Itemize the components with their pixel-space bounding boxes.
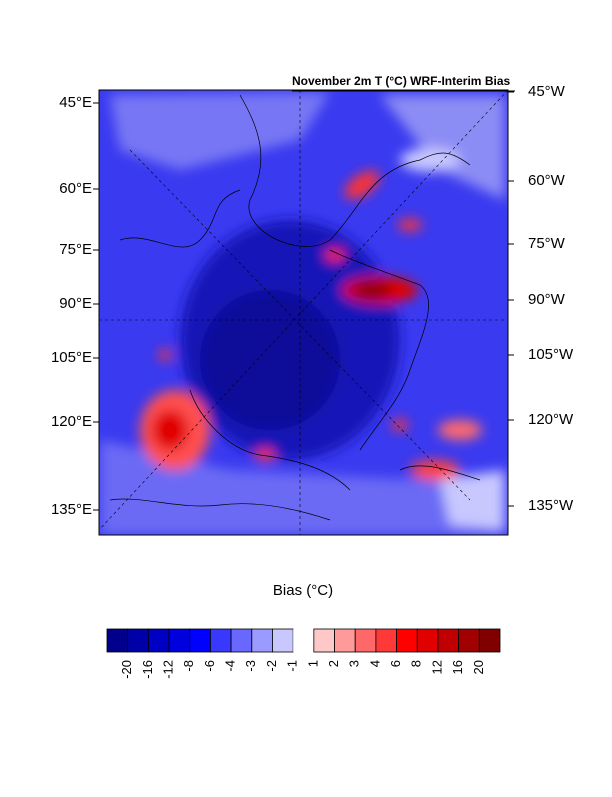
colorbar-box xyxy=(313,628,335,653)
colorbar-label: -1 xyxy=(285,660,300,672)
right-label: 45°W xyxy=(528,83,566,100)
colorbar-label: -3 xyxy=(243,660,258,672)
right-label: 75°W xyxy=(528,235,566,252)
left-label: 75°E xyxy=(59,241,92,258)
colorbar-label: -4 xyxy=(223,660,238,672)
left-label: 135°E xyxy=(51,501,92,518)
colorbar-label: -20 xyxy=(119,660,134,679)
colorbar-label: 1 xyxy=(305,660,320,667)
colorbar-box xyxy=(354,628,377,653)
right-label: 105°W xyxy=(528,346,574,363)
colorbar-box xyxy=(375,628,397,653)
colorbar-label: 16 xyxy=(450,660,465,674)
colorbar-box xyxy=(251,628,273,653)
left-label: 60°E xyxy=(59,180,92,197)
colorbar-box xyxy=(458,628,480,653)
colorbar-box xyxy=(272,628,294,653)
colorbar-box xyxy=(147,628,170,653)
right-label: 60°W xyxy=(528,172,566,189)
colorbar-box xyxy=(293,629,314,652)
colorbar-box xyxy=(210,628,232,653)
colorbar-label: -2 xyxy=(264,660,279,672)
left-label: 120°E xyxy=(51,413,92,430)
colorbar-label: -12 xyxy=(160,660,175,679)
colorbar-label: -8 xyxy=(181,660,196,672)
colorbar-box xyxy=(106,628,129,653)
left-label: 90°E xyxy=(59,295,92,312)
colorbar-box xyxy=(396,628,418,653)
colorbar-box xyxy=(189,628,211,653)
colorbar-label: 12 xyxy=(429,660,444,674)
colorbar-box xyxy=(416,628,439,653)
colorbar-box xyxy=(478,628,501,653)
colorbar-box xyxy=(230,628,253,653)
right-label: 135°W xyxy=(528,497,574,514)
left-label: 105°E xyxy=(51,349,92,366)
colorbar-label: -16 xyxy=(140,660,155,679)
left-label: 45°E xyxy=(59,94,92,111)
colorbar-label: 20 xyxy=(471,660,486,674)
right-label: 90°W xyxy=(528,291,566,308)
map-frame xyxy=(98,89,509,536)
colorbar-title: Bias (°C) xyxy=(273,582,333,599)
colorbar-label: 2 xyxy=(326,660,341,667)
colorbar-box xyxy=(168,628,191,653)
colorbar-box xyxy=(437,628,460,653)
colorbar-box xyxy=(334,628,356,653)
colorbar-label: -6 xyxy=(202,660,217,672)
colorbar-label: 4 xyxy=(367,660,382,667)
map-title: November 2m T (°C) WRF-Interim Bias xyxy=(292,74,510,88)
colorbar-box xyxy=(127,628,149,653)
colorbar-label: 6 xyxy=(388,660,403,667)
colorbar-label: 8 xyxy=(409,660,424,667)
right-label: 120°W xyxy=(528,411,574,428)
colorbar-label: 3 xyxy=(347,660,362,667)
map-field xyxy=(99,90,508,535)
